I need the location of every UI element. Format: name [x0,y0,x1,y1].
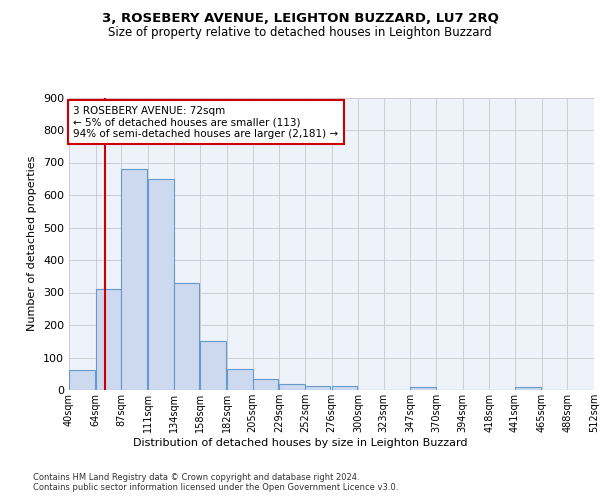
Bar [515,388,541,390]
Text: Size of property relative to detached houses in Leighton Buzzard: Size of property relative to detached ho… [108,26,492,39]
Bar [173,283,199,390]
Bar [121,169,147,390]
Bar [200,341,226,390]
Bar [95,289,121,390]
Bar [410,387,436,390]
Bar [69,370,95,390]
Bar [305,386,331,390]
Bar [148,179,173,390]
Y-axis label: Number of detached properties: Number of detached properties [28,156,37,332]
Text: Distribution of detached houses by size in Leighton Buzzard: Distribution of detached houses by size … [133,438,467,448]
Bar [279,384,305,390]
Bar [253,380,278,390]
Text: Contains HM Land Registry data © Crown copyright and database right 2024.
Contai: Contains HM Land Registry data © Crown c… [33,472,398,492]
Bar [331,386,357,390]
Text: 3 ROSEBERY AVENUE: 72sqm
← 5% of detached houses are smaller (113)
94% of semi-d: 3 ROSEBERY AVENUE: 72sqm ← 5% of detache… [73,106,338,139]
Text: 3, ROSEBERY AVENUE, LEIGHTON BUZZARD, LU7 2RQ: 3, ROSEBERY AVENUE, LEIGHTON BUZZARD, LU… [101,12,499,26]
Bar [227,369,253,390]
